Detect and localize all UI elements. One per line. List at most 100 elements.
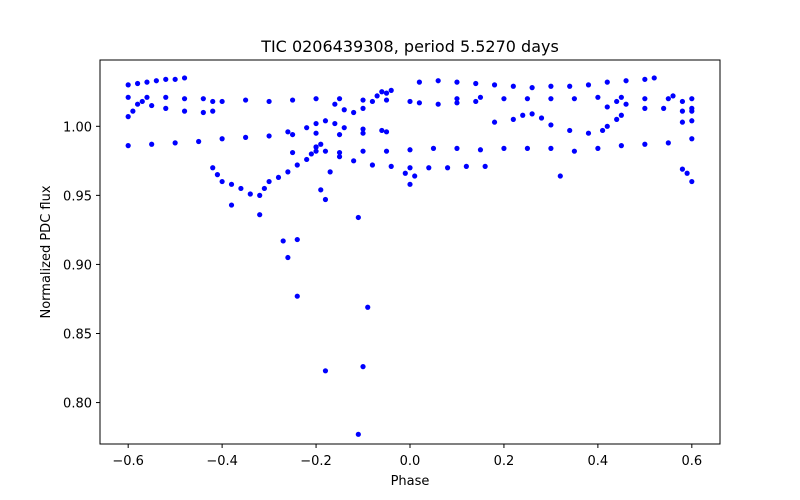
data-point	[614, 116, 620, 122]
data-point	[336, 131, 343, 138]
y-tick-label: 0.95	[63, 189, 92, 204]
data-point	[383, 97, 390, 103]
data-point	[388, 163, 394, 169]
x-tick-label: 0.4	[588, 454, 609, 469]
data-point	[501, 96, 507, 102]
data-point	[149, 102, 155, 109]
data-point	[360, 364, 366, 370]
data-point	[219, 178, 225, 185]
data-point	[266, 133, 272, 139]
data-point	[365, 304, 371, 310]
x-tick-label: −0.6	[112, 454, 144, 469]
data-point	[125, 143, 131, 149]
data-point	[289, 131, 296, 138]
data-point	[332, 120, 338, 127]
data-point	[482, 163, 488, 169]
data-point	[219, 136, 225, 142]
y-axis-label: Normalized PDC flux	[39, 185, 54, 318]
y-tick-label: 0.80	[63, 397, 92, 412]
data-points	[125, 75, 695, 437]
data-point	[416, 79, 422, 85]
data-point	[567, 127, 573, 134]
data-point	[149, 141, 155, 147]
data-point	[238, 185, 244, 192]
x-tick-label: 0.2	[494, 454, 515, 469]
data-point	[416, 100, 422, 106]
data-point	[125, 114, 131, 120]
data-point	[623, 78, 629, 84]
data-point	[351, 109, 357, 116]
data-point	[463, 163, 469, 169]
data-point	[679, 166, 686, 172]
data-point	[313, 96, 319, 102]
y-axis-ticks: 0.80 0.85 0.90 0.95 1.00	[63, 120, 100, 412]
data-point	[200, 109, 206, 116]
data-point	[257, 212, 263, 218]
data-point	[294, 162, 300, 168]
data-point	[642, 96, 648, 102]
x-tick-label: −0.4	[206, 454, 238, 469]
data-point	[571, 148, 577, 154]
data-point	[548, 83, 554, 89]
data-point	[477, 147, 484, 153]
data-point	[304, 156, 310, 163]
data-point	[689, 178, 695, 185]
data-point	[383, 148, 390, 154]
data-point	[172, 140, 178, 146]
data-point	[599, 127, 606, 134]
data-point	[430, 145, 437, 151]
data-point	[125, 82, 131, 88]
data-point	[280, 238, 286, 244]
data-point	[520, 112, 526, 118]
data-point	[407, 147, 413, 153]
data-point	[261, 185, 267, 192]
data-point	[567, 83, 573, 89]
data-point	[679, 108, 686, 114]
x-tick-label: 0.0	[400, 454, 421, 469]
data-point	[144, 79, 150, 85]
data-point	[355, 214, 361, 221]
data-point	[585, 130, 592, 136]
data-point	[689, 96, 695, 102]
data-point	[538, 115, 545, 121]
data-point	[651, 75, 657, 81]
data-point	[402, 170, 408, 176]
data-point	[435, 101, 441, 107]
data-point	[322, 118, 329, 124]
data-point	[322, 196, 329, 203]
data-point	[139, 98, 145, 105]
data-point	[360, 126, 366, 132]
data-point	[304, 125, 310, 131]
x-tick-label: 0.6	[681, 454, 702, 469]
data-point	[642, 76, 648, 82]
data-point	[294, 236, 300, 243]
data-point	[285, 254, 291, 261]
data-point	[172, 76, 178, 82]
data-point	[444, 165, 451, 171]
data-point	[285, 169, 291, 175]
data-point	[322, 368, 329, 374]
data-point	[200, 96, 206, 102]
data-point	[369, 98, 376, 105]
data-point	[473, 80, 479, 87]
data-point	[661, 105, 667, 111]
data-point	[247, 191, 253, 197]
data-point	[289, 97, 296, 103]
data-point	[313, 144, 319, 150]
data-point	[285, 129, 291, 135]
data-point	[181, 108, 188, 114]
y-tick-label: 0.90	[63, 258, 92, 273]
data-point	[642, 105, 648, 111]
data-point	[153, 78, 159, 84]
data-point	[163, 94, 169, 100]
data-point	[360, 105, 366, 111]
data-point	[275, 174, 282, 181]
data-point	[604, 123, 610, 129]
data-point	[689, 136, 695, 142]
data-point	[510, 83, 516, 89]
data-point	[219, 98, 225, 105]
data-point	[266, 178, 272, 185]
data-point	[210, 98, 216, 105]
data-point	[604, 104, 610, 110]
